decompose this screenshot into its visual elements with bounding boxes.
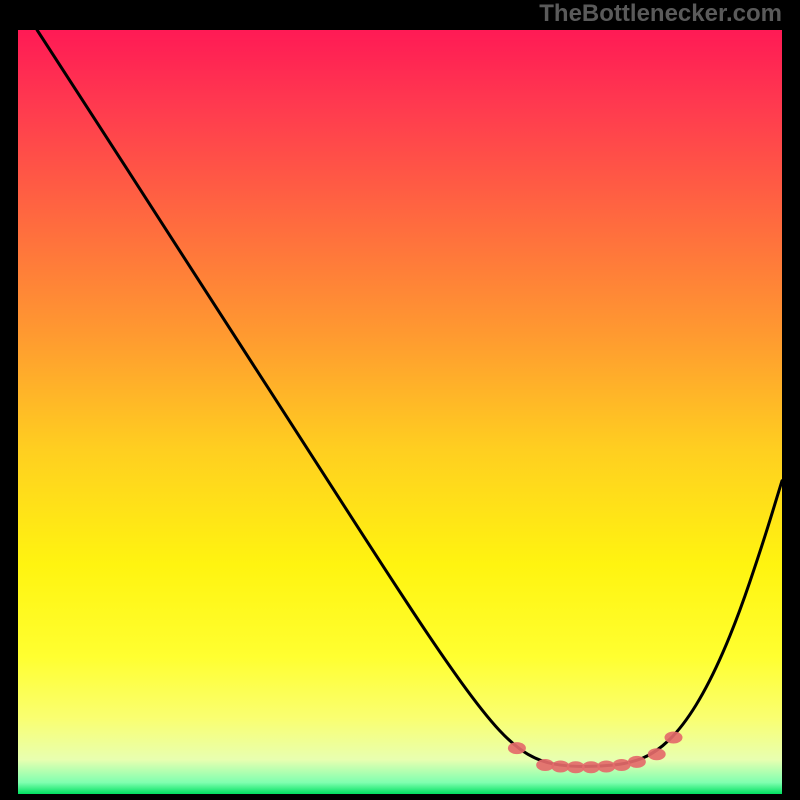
valley-marker bbox=[551, 761, 569, 773]
valley-marker bbox=[508, 742, 526, 754]
chart-stage: TheBottlenecker.com bbox=[0, 0, 800, 800]
watermark-text: TheBottlenecker.com bbox=[539, 0, 782, 28]
bottleneck-curve bbox=[37, 30, 782, 767]
plot-area bbox=[18, 30, 782, 794]
valley-marker bbox=[536, 759, 554, 771]
valley-marker bbox=[613, 759, 631, 771]
valley-marker bbox=[582, 761, 600, 773]
valley-marker bbox=[665, 731, 683, 743]
valley-marker bbox=[648, 748, 666, 760]
valley-markers-group bbox=[508, 731, 683, 773]
curve-overlay bbox=[18, 30, 782, 794]
valley-marker bbox=[628, 756, 646, 768]
valley-marker bbox=[597, 761, 615, 773]
